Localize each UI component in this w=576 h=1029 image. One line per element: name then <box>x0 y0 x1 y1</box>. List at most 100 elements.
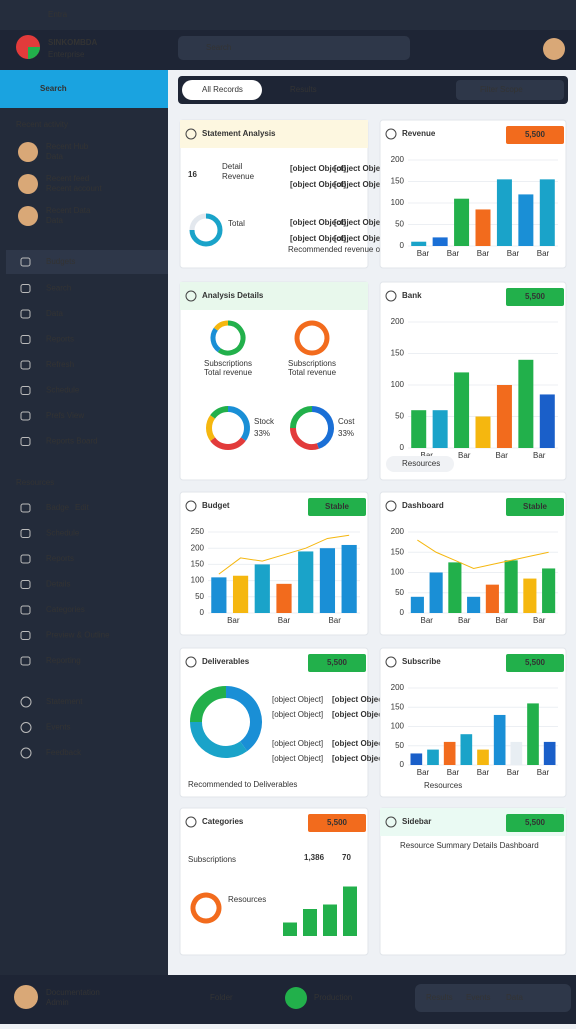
nav-item[interactable]: Reports <box>46 554 74 563</box>
card-title: Sidebar <box>402 817 431 826</box>
label: Resources <box>228 895 266 904</box>
nav-icon <box>20 503 31 513</box>
nav-item[interactable]: Categories <box>46 605 85 614</box>
stat: [object Object] <box>290 218 346 227</box>
nav-item[interactable]: Preview & Outline <box>46 631 110 640</box>
bar <box>539 394 555 448</box>
bar <box>460 734 473 765</box>
nav-item[interactable]: Data <box>46 309 63 318</box>
bar <box>319 548 336 613</box>
search-input: Search <box>206 43 231 52</box>
nav-item[interactable]: Search <box>46 284 71 293</box>
x-tick-label: Bar <box>447 768 460 777</box>
label: Enterprise <box>48 50 85 59</box>
donut-segment <box>290 427 319 450</box>
label: Documentation <box>46 988 100 997</box>
card-title: Subscribe <box>402 657 441 666</box>
bar <box>323 904 337 936</box>
nav-item[interactable]: Statement <box>46 697 83 706</box>
bar <box>504 560 518 613</box>
y-tick-label: 0 <box>400 608 405 617</box>
label: Total revenue <box>288 368 337 377</box>
stat: [object Object] <box>332 754 388 763</box>
nav-item[interactable]: Schedule <box>46 386 80 395</box>
donut-segment <box>190 721 248 758</box>
y-tick-label: 0 <box>400 241 405 250</box>
card-icon <box>185 656 197 668</box>
donut-segment <box>290 406 313 429</box>
donut-segment <box>227 406 250 441</box>
x-tick-label: Bar <box>458 451 471 460</box>
bar <box>510 741 523 765</box>
card-title: Statement Analysis <box>202 129 276 138</box>
label: Stock <box>254 417 275 426</box>
y-tick-label: 0 <box>400 760 405 769</box>
label: Recent Data <box>46 206 91 215</box>
label: 33% <box>338 429 354 438</box>
nav-item[interactable]: Events <box>46 723 70 732</box>
badge <box>506 126 564 144</box>
nav-icon <box>20 284 31 293</box>
nav-item[interactable]: Refresh <box>46 360 74 369</box>
x-tick-label: Bar <box>458 616 471 625</box>
card <box>179 647 369 798</box>
tab[interactable]: Results <box>426 993 453 1002</box>
nav-icon <box>20 554 31 564</box>
nav-item[interactable]: Details <box>46 580 70 589</box>
bar <box>411 410 427 448</box>
stat: [object Object] <box>334 234 390 243</box>
bar <box>298 551 314 613</box>
nav-item[interactable]: Badge <box>46 503 70 512</box>
card-title: Deliverables <box>202 657 250 666</box>
bar <box>276 583 292 613</box>
x-tick-label: Bar <box>417 249 430 258</box>
nav-item[interactable]: Budgets <box>46 257 75 266</box>
x-tick-label: Bar <box>537 768 550 777</box>
label: Recent Hub <box>46 142 89 151</box>
tab[interactable]: Data <box>506 993 523 1002</box>
stat: [object Object] <box>290 180 346 189</box>
nav-icon <box>20 386 31 395</box>
label: Filter Scope <box>480 85 523 94</box>
bar <box>542 568 556 613</box>
nav-icon <box>20 529 31 538</box>
donut-segment <box>210 406 229 419</box>
tag: Edit <box>75 503 90 512</box>
label: Entra <box>48 10 68 19</box>
nav-icon <box>20 257 31 267</box>
x-tick-label: Bar <box>496 616 509 625</box>
bar <box>432 410 448 448</box>
nav-item[interactable]: Prefs View <box>46 411 84 420</box>
donut-segment <box>311 406 334 449</box>
x-tick-label: Bar <box>227 616 240 625</box>
x-tick-label: Bar <box>278 616 291 625</box>
stat: [object Object] <box>272 695 323 704</box>
nav-item[interactable]: Feedback <box>46 748 82 757</box>
brand: SINKOMBDA <box>48 38 98 47</box>
label: Resources <box>424 781 462 790</box>
nav-item[interactable]: Reports Board <box>46 437 98 446</box>
bar <box>518 194 534 246</box>
line <box>417 539 549 569</box>
label: All Records <box>202 85 243 94</box>
tab[interactable]: Events <box>466 993 490 1002</box>
card-icon <box>385 656 397 668</box>
nav-item[interactable]: Reporting <box>46 656 81 665</box>
card-header <box>180 282 368 310</box>
bar <box>485 584 499 613</box>
donut-segment <box>294 320 330 356</box>
bar <box>448 562 462 613</box>
badge: Stable <box>523 502 548 511</box>
y-tick-label: 50 <box>395 220 404 229</box>
y-tick-label: 100 <box>391 380 405 389</box>
bar <box>343 886 357 936</box>
card-icon <box>385 816 397 828</box>
nav-item[interactable]: Schedule <box>46 529 80 538</box>
nav-item[interactable]: Reports <box>46 335 74 344</box>
badge <box>308 498 366 516</box>
card-title: Budget <box>202 501 230 510</box>
x-tick-label: Bar <box>421 616 434 625</box>
badge <box>308 654 366 672</box>
label: Recent feed <box>46 174 89 183</box>
